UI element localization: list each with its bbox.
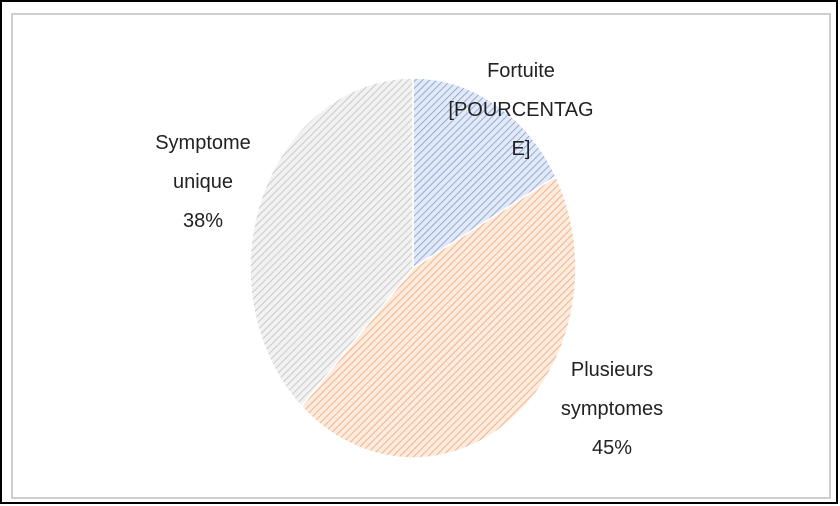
category-label: Fortuite bbox=[487, 60, 555, 82]
pie-slice bbox=[249, 77, 414, 408]
value-label: 38% bbox=[182, 210, 224, 232]
data-label: Fortuite [POURCENTAGE] bbox=[445, 52, 597, 169]
data-label: Plusieurs symptomes 45% bbox=[527, 351, 697, 468]
category-label: Plusieurs symptomes bbox=[560, 359, 664, 420]
pie-slice bbox=[412, 77, 557, 270]
value-label: [POURCENTAGE] bbox=[448, 99, 594, 160]
pie-slice bbox=[300, 175, 577, 459]
data-label: Symptome unique 38% bbox=[118, 124, 288, 241]
chart-frame bbox=[11, 13, 831, 499]
category-label: Symptome unique bbox=[155, 132, 251, 193]
pie bbox=[249, 77, 577, 459]
value-label: 45% bbox=[591, 437, 633, 459]
